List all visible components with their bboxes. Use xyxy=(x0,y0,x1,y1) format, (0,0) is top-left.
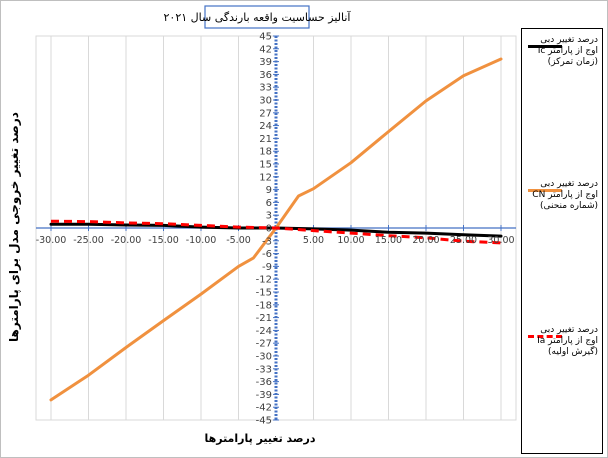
y-tick-label: -9 xyxy=(262,262,272,273)
series-group xyxy=(49,57,503,402)
x-tick-labels: -30.00 -25.00 -20.00 -15.00 -10.00 -5.00 5.00 1… xyxy=(36,235,515,246)
y-tick-label: 39 xyxy=(259,57,272,68)
legend-swatch-ia xyxy=(528,335,562,338)
y-tick-label: 3 xyxy=(266,211,272,222)
y-tick-label: 12 xyxy=(259,172,272,183)
y-tick-label: 42 xyxy=(259,44,272,55)
y-tick-label: -42 xyxy=(256,403,272,414)
y-tick-label: 9 xyxy=(266,185,272,196)
legend-swatch-cn xyxy=(528,189,562,192)
y-tick-label: -27 xyxy=(256,339,272,350)
x-tick-label: 5.00 xyxy=(303,235,324,246)
y-tick-label: -6 xyxy=(262,249,272,260)
x-tick-label: -15.00 xyxy=(148,235,179,246)
x-tick-label: 20.00 xyxy=(412,235,439,246)
series-line-2 xyxy=(50,219,502,245)
y-tick-label: 30 xyxy=(259,96,272,107)
y-tick-label: 6 xyxy=(266,198,272,209)
legend: درصد تغییر دبی اوج از پارامتر Tc (زمان ت… xyxy=(521,28,603,454)
y-tick-label: -39 xyxy=(256,390,272,401)
legend-label-ia: درصد تغییر دبی اوج از پارامتر Ia (گیرش ا… xyxy=(537,325,598,357)
y-axis-label: درصد تغییر خروجی مدل برای پارامترها xyxy=(7,112,21,342)
x-tick-label: -20.00 xyxy=(111,235,142,246)
x-tick-label: 10.00 xyxy=(337,235,364,246)
x-tick-label: 15.00 xyxy=(375,235,402,246)
y-tick-label: -18 xyxy=(256,300,272,311)
x-axis-label: درصد تغییر پارامترها xyxy=(204,432,316,445)
legend-label-cn: درصد تغییر دبی اوج از پارامتر CN (شماره … xyxy=(532,179,598,211)
x-tick-label: 25.00 xyxy=(450,235,477,246)
x-tick-label: 30.00 xyxy=(487,235,514,246)
legend-swatch-tc xyxy=(528,45,562,48)
chart-title: آنالیز حساسیت واقعه بارندگی سال ۲۰۲۱ xyxy=(164,10,352,24)
x-tick-label: -30.00 xyxy=(36,235,67,246)
y-tick-label: 45 xyxy=(259,32,272,43)
y-tick-label: 15 xyxy=(259,160,272,171)
y-tick-label: 24 xyxy=(259,121,272,132)
y-tick-label: -15 xyxy=(256,288,272,299)
y-tick-label: -3 xyxy=(262,236,272,247)
y-tick-label: 36 xyxy=(259,70,272,81)
y-tick-label: -33 xyxy=(256,364,272,375)
legend-label-tc: درصد تغییر دبی اوج از پارامتر Tc (زمان ت… xyxy=(536,35,598,67)
y-tick-label: 21 xyxy=(259,134,272,145)
y-tick-label: -30 xyxy=(256,352,272,363)
y-tick-label: -45 xyxy=(256,416,272,427)
y-tick-label: -36 xyxy=(256,377,272,388)
x-tick-label: -25.00 xyxy=(73,235,104,246)
x-tick-label: -5.00 xyxy=(226,235,251,246)
y-tick-label: 27 xyxy=(259,108,272,119)
y-tick-labels: 4542393633302724211815129630-3-6-9-12-15… xyxy=(256,32,272,427)
y-tick-label: 18 xyxy=(259,147,272,158)
y-tick-label: 33 xyxy=(259,83,272,94)
x-tick-label: -10.00 xyxy=(186,235,217,246)
title-box xyxy=(204,5,310,29)
y-tick-label: -21 xyxy=(256,313,272,324)
y-tick-label: -12 xyxy=(256,275,272,286)
y-tick-label: 0 xyxy=(266,224,272,235)
y-tick-label: -24 xyxy=(256,326,272,337)
